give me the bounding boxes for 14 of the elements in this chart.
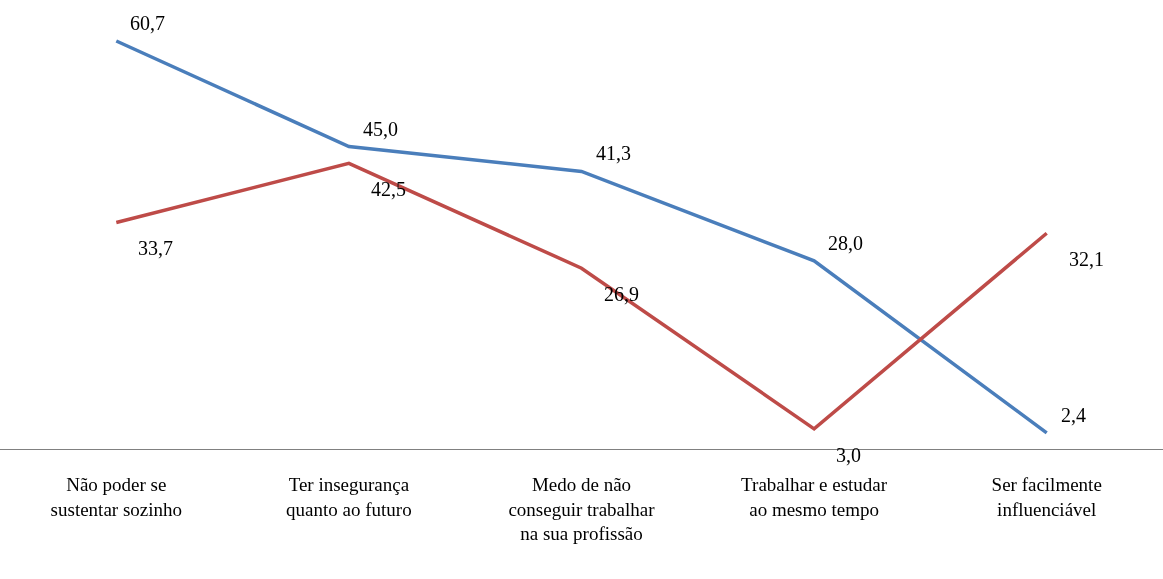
x-tick-label: Ter insegurança quanto ao futuro (286, 473, 412, 520)
data-label: 28,0 (828, 232, 863, 254)
x-tick-label: Ser facilmente influenciável (991, 473, 1102, 520)
data-label: 41,3 (596, 142, 631, 164)
data-label: 42,5 (371, 178, 406, 200)
data-label: 3,0 (836, 444, 861, 466)
data-label: 45,0 (363, 118, 398, 140)
x-tick-label: Medo de não conseguir trabalhar na sua profissão (508, 473, 656, 545)
data-label: 33,7 (138, 237, 173, 259)
data-label: 32,1 (1069, 248, 1104, 270)
x-tick-label: Não poder se sustentar sozinho (50, 473, 182, 520)
data-label: 2,4 (1061, 404, 1086, 426)
data-label: 60,7 (130, 12, 165, 34)
x-tick-label: Trabalhar e estudar ao mesmo tempo (741, 473, 888, 520)
